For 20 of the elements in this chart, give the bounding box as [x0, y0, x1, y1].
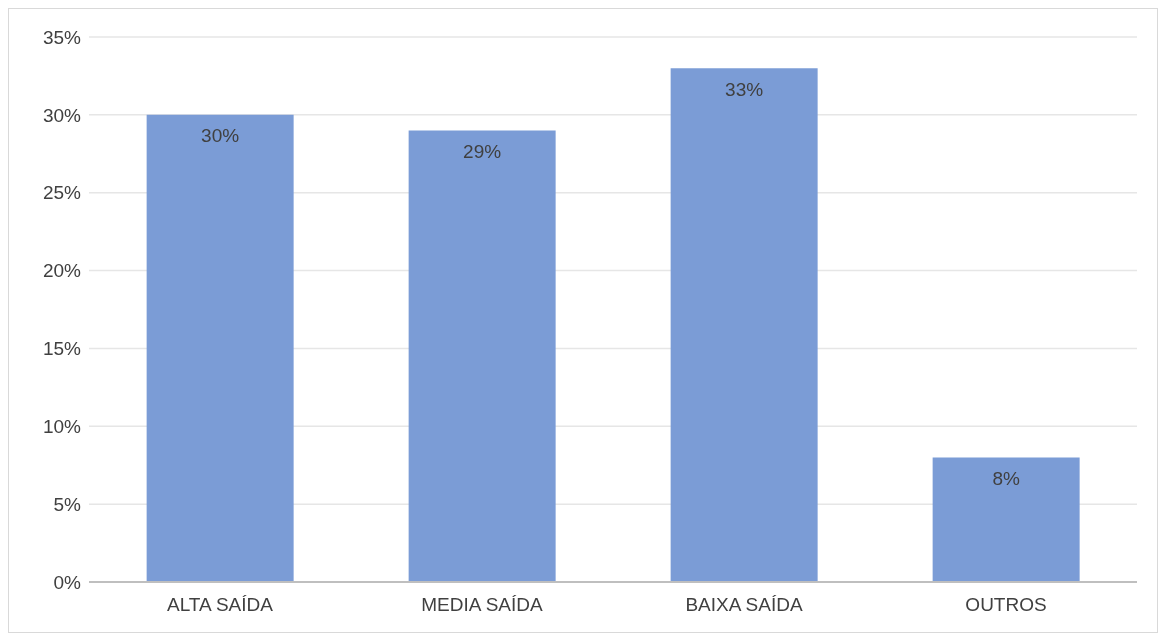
- bar: [408, 130, 556, 582]
- y-tick-label: 15%: [42, 338, 82, 360]
- y-tick-label: 0%: [53, 571, 82, 593]
- x-tick-label: ALTA SAÍDA: [167, 594, 274, 616]
- y-tick-label: 30%: [42, 104, 82, 126]
- data-label: 33%: [725, 78, 764, 100]
- y-tick-label: 5%: [53, 493, 82, 515]
- data-label: 8%: [992, 467, 1020, 489]
- data-label: 30%: [201, 125, 240, 147]
- bar: [146, 114, 294, 582]
- x-tick-label: BAIXA SAÍDA: [685, 594, 803, 616]
- bar: [670, 68, 818, 582]
- bar: [932, 457, 1080, 582]
- y-tick-label: 25%: [42, 182, 82, 204]
- y-tick-label: 35%: [42, 26, 82, 48]
- x-tick-label: MEDIA SAÍDA: [421, 594, 544, 616]
- data-label: 29%: [463, 140, 502, 162]
- y-tick-label: 20%: [42, 260, 82, 282]
- y-tick-label: 10%: [42, 416, 82, 438]
- x-tick-label: OUTROS: [965, 594, 1047, 616]
